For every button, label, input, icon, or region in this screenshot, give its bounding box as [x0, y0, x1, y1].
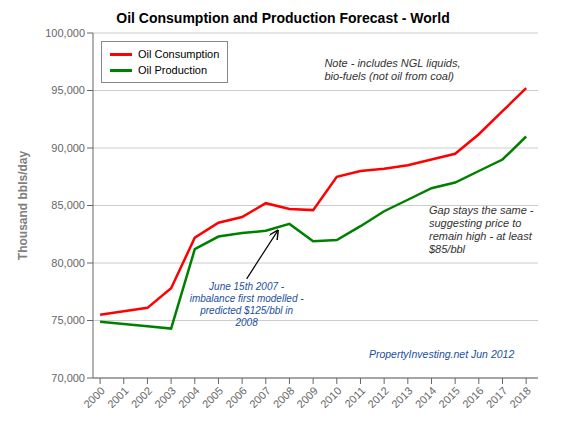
svg-text:2013: 2013	[389, 384, 415, 410]
svg-text:2002: 2002	[129, 384, 155, 410]
svg-text:2007: 2007	[247, 384, 273, 410]
html-text:Note - includes NGL liquids, b: Note - includes NGL liquids, bio-fuels (…	[324, 57, 461, 83]
svg-text:2011: 2011	[342, 384, 367, 409]
svg-text:75,000: 75,000	[51, 314, 85, 326]
svg-text:2003: 2003	[152, 384, 178, 410]
svg-text:2015: 2015	[436, 384, 462, 410]
svg-text:90,000: 90,000	[51, 142, 85, 154]
svg-text:85,000: 85,000	[51, 199, 85, 211]
svg-text:95,000: 95,000	[51, 84, 85, 96]
svg-text:80,000: 80,000	[51, 257, 85, 269]
svg-text:70,000: 70,000	[51, 372, 85, 384]
svg-text:2017: 2017	[484, 384, 510, 410]
svg-text:June 15th 2007 -imbalance firs: June 15th 2007 -imbalance first modelled…	[190, 281, 305, 328]
html-text:Oil Consumption: Oil Consumption	[138, 48, 220, 60]
html-text:Gap stays the same - suggestin: Gap stays the same - suggesting price to…	[429, 203, 534, 255]
svg-text:2005: 2005	[200, 384, 226, 410]
svg-text:2001: 2001	[105, 384, 131, 410]
svg-text:2004: 2004	[176, 384, 202, 410]
svg-text:2018: 2018	[507, 384, 533, 410]
svg-text:2009: 2009	[294, 384, 320, 410]
svg-text:2014: 2014	[413, 384, 439, 410]
svg-text:2010: 2010	[318, 384, 344, 410]
svg-text:2008: 2008	[271, 384, 297, 410]
svg-text:2000: 2000	[81, 384, 107, 410]
html-text:PropertyInvesting.net Jun 2012: PropertyInvesting.net Jun 2012	[368, 347, 515, 360]
svg-text:2016: 2016	[460, 384, 486, 410]
svg-text:2012: 2012	[365, 384, 391, 410]
svg-text:2006: 2006	[223, 384, 249, 410]
html-text:Oil Production: Oil Production	[138, 64, 208, 76]
html-text:Oil Consumption and Production: Oil Consumption and Production Forecast …	[116, 10, 450, 26]
svg-text:Thousand bbls/day: Thousand bbls/day	[16, 151, 30, 261]
svg-text:100,000: 100,000	[45, 28, 85, 39]
